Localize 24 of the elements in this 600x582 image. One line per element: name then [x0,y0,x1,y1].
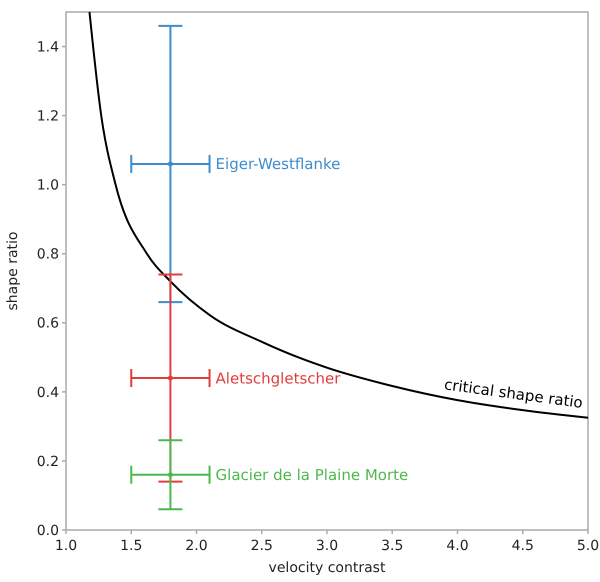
x-tick-label: 5.0 [576,538,600,554]
x-tick-label: 4.5 [512,538,534,554]
y-axis-title: shape ratio [5,232,21,310]
text: Aletschgletscher [216,369,342,388]
x-axis-title: velocity contrast [268,560,386,576]
y-tick-label: 0.8 [36,246,59,263]
y-tick-label: 0.0 [36,522,59,539]
x-tick-label: 3.5 [381,538,404,554]
x-tick-label: 2.5 [250,538,273,554]
y-tick-label: 1.0 [36,178,59,194]
y-tick-label: 1.2 [36,108,59,124]
x-tick-label: 4.0 [446,538,469,554]
text: Eiger-Westflanke [216,155,340,174]
x-tick-label: 1.0 [54,538,78,554]
y-tick-label: 0.4 [36,384,60,401]
x-tick-label: 3.0 [316,538,338,554]
y-tick-label: 1.4 [36,39,60,56]
y-tick-label: 0.2 [36,454,59,470]
text: Glacier de la Plaine Morte [216,466,408,484]
x-tick-label: 2.0 [185,538,208,554]
x-tick-label: 1.5 [120,538,142,554]
y-tick-label: 0.6 [36,316,60,332]
text: critical shape ratio [443,375,584,412]
line-series [88,11,589,419]
